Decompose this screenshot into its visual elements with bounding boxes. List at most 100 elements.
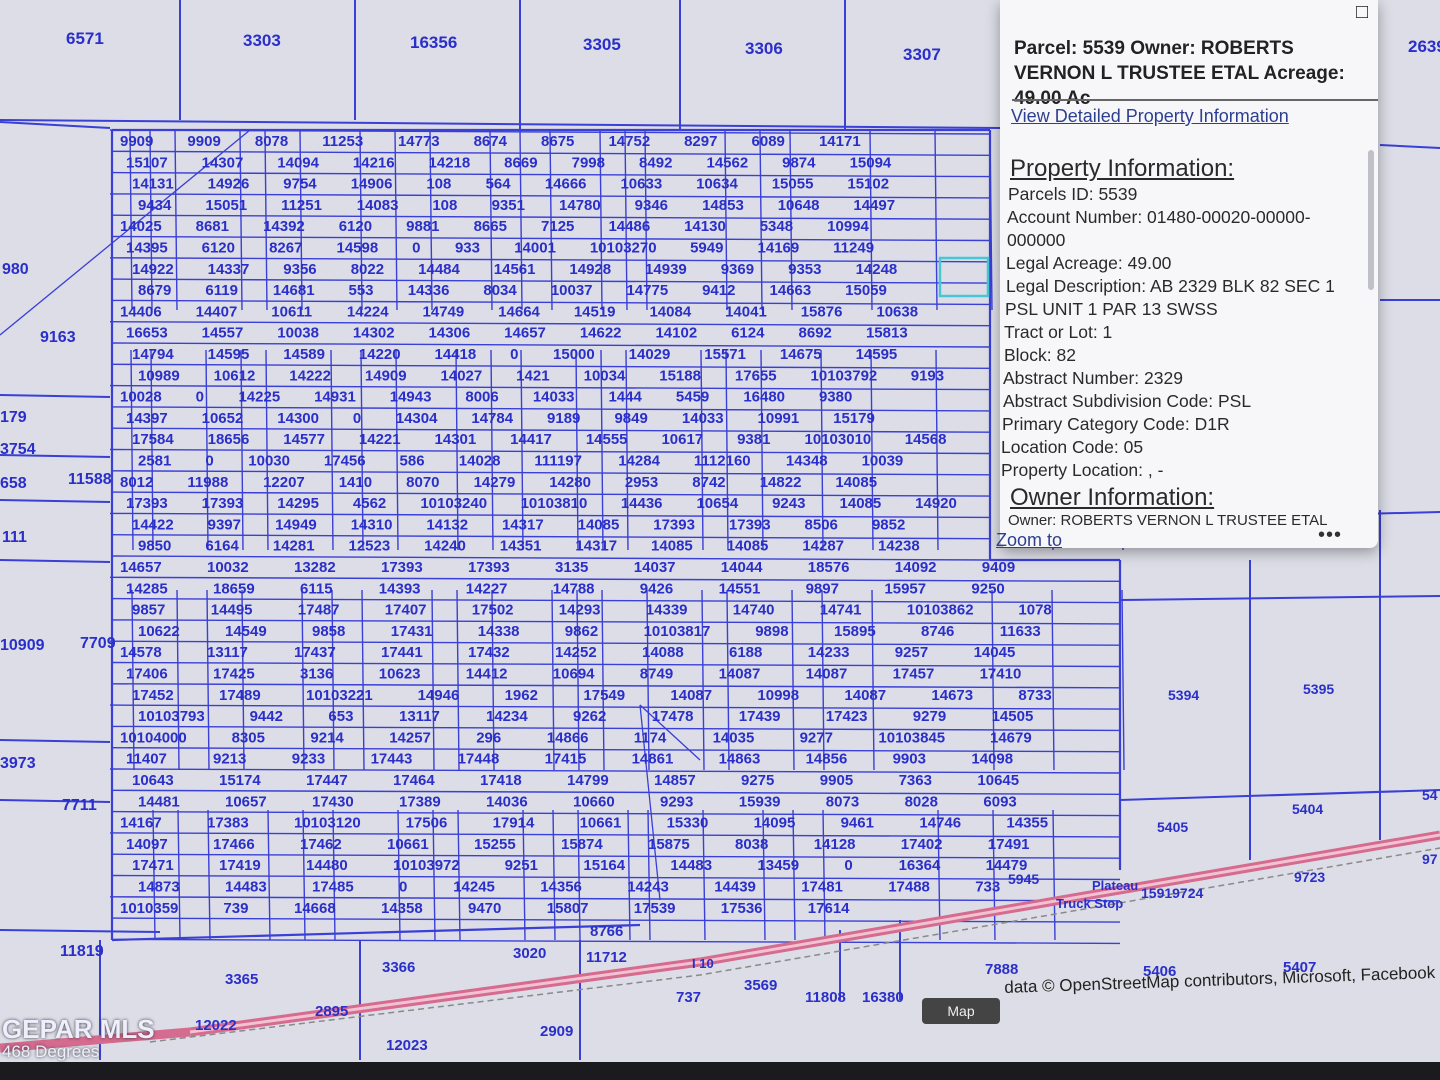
parcel-number-label: 15939 — [739, 793, 781, 810]
parcel-number-label: 17502 — [472, 602, 514, 619]
parcel-number-label: 2909 — [540, 1023, 573, 1040]
parcel-number-label: 17452 — [132, 687, 174, 704]
property-row: Abstract Subdivision Code: PSL — [1003, 391, 1252, 411]
parcel-number-label: 10989 — [138, 367, 180, 384]
parcel-number-label: 9852 — [872, 516, 905, 533]
parcel-number-label: 111197 — [534, 453, 582, 470]
parcel-number-label: 14293 — [559, 602, 601, 619]
parcel-number-label: 10645 — [977, 772, 1019, 789]
parcel-number-label: 18656 — [208, 431, 250, 448]
parcel-number-label: 933 — [455, 240, 480, 257]
parcel-number-label: 14216 — [353, 154, 395, 171]
parcel-number-label: 17393 — [126, 495, 168, 512]
parcel-number-label: 10611 — [271, 303, 312, 320]
parcel-number-label: 14027 — [441, 367, 483, 384]
parcel-number-label: 14087 — [670, 687, 712, 704]
parcel-number-label: 8070 — [406, 474, 439, 491]
parcel-number-label: 17539 — [634, 900, 676, 917]
parcel-number-label: 3020 — [513, 945, 546, 962]
parcel-number-label: 15179 — [833, 410, 875, 427]
parcel-number-label: 3303 — [243, 31, 281, 50]
parcel-number-label: 8006 — [465, 389, 498, 406]
parcel-number-label: 10661 — [580, 815, 622, 832]
parcel-number-label: 14598 — [337, 240, 379, 257]
parcel-number-label: 11712 — [586, 949, 627, 966]
parcel-number-label: 17481 — [801, 879, 843, 896]
parcel-number-label: 14092 — [895, 559, 937, 576]
parcel-number-label: 17914 — [493, 815, 535, 832]
parcel-number-label: 17418 — [480, 772, 522, 789]
parcel-number-label: 8733 — [1018, 687, 1051, 704]
parcel-number-label: 14519 — [574, 303, 616, 320]
view-detailed-property-link[interactable]: View Detailed Property Information — [1011, 106, 1289, 126]
parcel-number-label: 9909 — [120, 133, 153, 150]
parcel-number-label: 108 — [426, 176, 451, 193]
parcel-number-label: 14225 — [238, 389, 280, 406]
parcel-number-label: 9849 — [614, 410, 647, 427]
parcel-number-label: 9257 — [895, 644, 928, 661]
parcel-number-label: 7711 — [62, 797, 97, 814]
parcel-number-label: 11407 — [126, 751, 167, 768]
parcel-number-label: 14167 — [120, 815, 162, 832]
selected-parcel[interactable] — [938, 256, 990, 298]
parcel-number-label: 14749 — [423, 303, 465, 320]
parcel-number-label: 14240 — [424, 538, 466, 555]
parcel-number-label: 14853 — [702, 197, 744, 214]
parcel-number-label: 14555 — [586, 431, 628, 448]
parcel-number-label: 17489 — [219, 687, 261, 704]
parcel-number-label: 9898 — [755, 623, 788, 640]
parcel-number-label: 14238 — [878, 538, 920, 555]
parcel-number-label: 10998 — [757, 687, 799, 704]
parcel-number-label: 14130 — [684, 218, 726, 235]
parcel-number-label: 14087 — [719, 666, 761, 683]
parcel-number-label: 15875 — [648, 836, 690, 853]
parcel-number-label: 14663 — [770, 282, 812, 299]
parcel-number-label: 14358 — [381, 900, 423, 917]
parcel-number-label: 6089 — [752, 133, 785, 150]
parcel-number-label: 739 — [223, 900, 248, 917]
parcel-number-label: 6093 — [983, 793, 1016, 810]
attribution-toggle-button[interactable]: Map — [922, 998, 1000, 1024]
parcel-number-label: 17389 — [399, 793, 441, 810]
popup-scrollbar[interactable] — [1368, 150, 1374, 290]
parcel-number-label: 14257 — [389, 729, 431, 746]
parcel-number-label: 8073 — [826, 793, 859, 810]
parcel-number-label: 13117 — [207, 644, 248, 661]
parcel-number-label: 9351 — [492, 197, 525, 214]
parcel-number-label: 16653 — [126, 325, 168, 342]
zoom-to-link[interactable]: Zoom to — [996, 530, 1063, 550]
parcel-number-label: 10652 — [202, 410, 244, 427]
parcel-number-label: 9881 — [406, 218, 439, 235]
parcel-number-label: 1174 — [634, 729, 667, 746]
parcel-number-label: 17441 — [381, 644, 423, 661]
parcel-number-label: 8681 — [196, 218, 229, 235]
parcel-number-label: 9397 — [208, 516, 241, 533]
parcel-number-label: 14406 — [120, 303, 162, 320]
parcel-number-label: 14317 — [575, 538, 617, 555]
parcel-number-label: 14302 — [353, 325, 395, 342]
parcel-number-label: 9214 — [310, 729, 344, 746]
parcel-number-label: 6119 — [205, 282, 238, 299]
parcel-number-label: 14741 — [820, 602, 862, 619]
parcel-number-label: 14351 — [500, 538, 542, 555]
parcel-number-label: 14481 — [138, 793, 180, 810]
parcel-number-label: 9461 — [841, 815, 874, 832]
parcel-number-label: 9163 — [40, 329, 76, 346]
parcel-number-label: 14397 — [126, 410, 168, 427]
parcel-number-label: 8746 — [921, 623, 954, 640]
parcel-number-label: 586 — [400, 453, 425, 470]
parcel-number-label: 14622 — [580, 325, 622, 342]
parcel-number-label: 17443 — [371, 751, 413, 768]
parcel-number-label: 15000 — [553, 346, 595, 363]
parcel-number-label: 16480 — [743, 389, 785, 406]
property-row: Block: 82 — [1004, 345, 1076, 365]
parcel-number-label: 11253 — [322, 133, 363, 150]
parcel-number-label: 10032 — [207, 559, 249, 576]
parcel-number-label: 14681 — [273, 282, 315, 299]
more-options-icon[interactable]: ••• — [1317, 524, 1342, 546]
restore-icon[interactable]: □ — [1356, 1, 1369, 23]
parcel-number-label: 3135 — [555, 559, 588, 576]
